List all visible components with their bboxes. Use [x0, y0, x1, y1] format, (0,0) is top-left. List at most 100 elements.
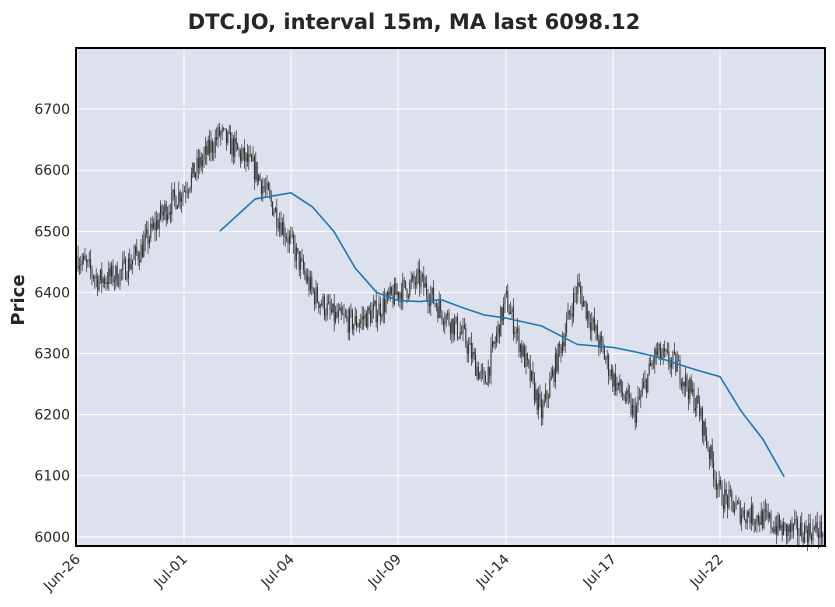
candle-body — [461, 332, 463, 334]
candle-body — [732, 500, 734, 513]
candle-body — [251, 154, 253, 162]
candle-body — [683, 381, 685, 387]
candle-body — [384, 298, 386, 313]
candle-body — [202, 159, 204, 166]
candle-body — [245, 153, 247, 162]
candle-body — [361, 315, 363, 320]
candle-body — [256, 162, 258, 182]
candle-body — [802, 537, 804, 543]
candle-body — [274, 208, 276, 213]
candle-body — [137, 253, 139, 260]
candle-body — [147, 229, 149, 245]
candle-body — [676, 361, 678, 372]
candle-body — [182, 191, 184, 198]
candle-body — [139, 259, 141, 263]
candle-body — [589, 323, 591, 331]
candle-body — [196, 158, 198, 173]
candle-body — [644, 379, 646, 383]
candle-body — [97, 276, 99, 291]
y-tick-label: 6500 — [34, 224, 70, 240]
candle-body — [272, 201, 274, 215]
x-axis-ticks: Jun-26 Jul-01 Jul-04 Jul-09 Jul-14 Jul-17 Jul-… — [40, 551, 727, 595]
candle-body — [77, 255, 79, 270]
candle-body — [472, 352, 474, 359]
candle-body — [669, 364, 671, 368]
candle-body — [641, 387, 643, 395]
candle-body — [426, 283, 428, 296]
candle-body — [322, 296, 324, 306]
candle-body — [349, 309, 351, 333]
candle-body — [228, 132, 230, 133]
candle-body — [174, 189, 176, 197]
candle-body — [314, 291, 316, 305]
candle-body — [717, 487, 719, 490]
candle-body — [668, 351, 670, 365]
candle-body — [815, 522, 817, 529]
candle-body — [318, 301, 320, 309]
x-tick-label: Jul-09 — [365, 552, 405, 592]
candle-body — [459, 332, 461, 338]
candle-body — [262, 186, 264, 194]
candle-body — [797, 519, 799, 536]
candle-body — [356, 316, 358, 327]
candle-body — [80, 264, 82, 266]
candle-body — [186, 192, 188, 193]
candle-body — [822, 533, 824, 538]
candle-body — [759, 522, 761, 525]
candle-body — [553, 369, 555, 382]
candle-body — [360, 319, 362, 324]
candle-body — [342, 313, 344, 315]
candle-body — [396, 292, 398, 295]
candle-body — [627, 389, 629, 395]
candle-body — [442, 320, 444, 325]
candle-body — [465, 328, 467, 345]
candle-body — [689, 378, 691, 400]
candle-body — [491, 341, 493, 347]
candle-body — [605, 359, 607, 361]
plot-frame — [75, 47, 826, 547]
candle-body — [626, 389, 628, 401]
candle-body — [297, 248, 299, 252]
candle-body — [489, 367, 491, 376]
candle-body — [104, 278, 106, 284]
candle-body — [570, 313, 572, 315]
candle-body — [746, 511, 748, 524]
y-axis-label: Price — [8, 274, 29, 325]
candle-body — [651, 362, 653, 367]
candle-body — [581, 293, 583, 307]
candle-body — [323, 296, 325, 316]
candle-body — [211, 141, 213, 152]
candle-body — [708, 449, 710, 460]
candle-body — [353, 324, 355, 330]
candle-body — [463, 325, 465, 329]
candle-body — [757, 515, 759, 523]
candle-body — [503, 303, 505, 321]
candle-body — [204, 146, 206, 154]
candle-body — [728, 489, 730, 508]
candle-body — [407, 295, 409, 298]
candle-body — [287, 238, 289, 244]
candle-body — [616, 382, 618, 392]
candle-body — [601, 336, 603, 342]
candle-body — [203, 153, 205, 160]
candle-body — [609, 375, 611, 377]
candle-body — [87, 260, 89, 262]
candle-body — [657, 351, 659, 355]
candle-body — [265, 188, 267, 189]
candle-body — [517, 328, 519, 332]
candle-body — [431, 287, 433, 295]
candle-body — [253, 156, 255, 180]
candle-body — [505, 290, 507, 294]
candle-body — [112, 265, 114, 283]
candle-body — [808, 523, 810, 543]
candle-body — [486, 383, 488, 385]
candle-body — [455, 316, 457, 322]
candle-body — [818, 533, 820, 539]
candle-body — [291, 234, 293, 236]
candle-body — [497, 324, 499, 334]
candle-body — [731, 491, 733, 501]
candle-body — [531, 370, 533, 381]
candle-body — [83, 255, 85, 261]
candle-body — [543, 400, 545, 406]
